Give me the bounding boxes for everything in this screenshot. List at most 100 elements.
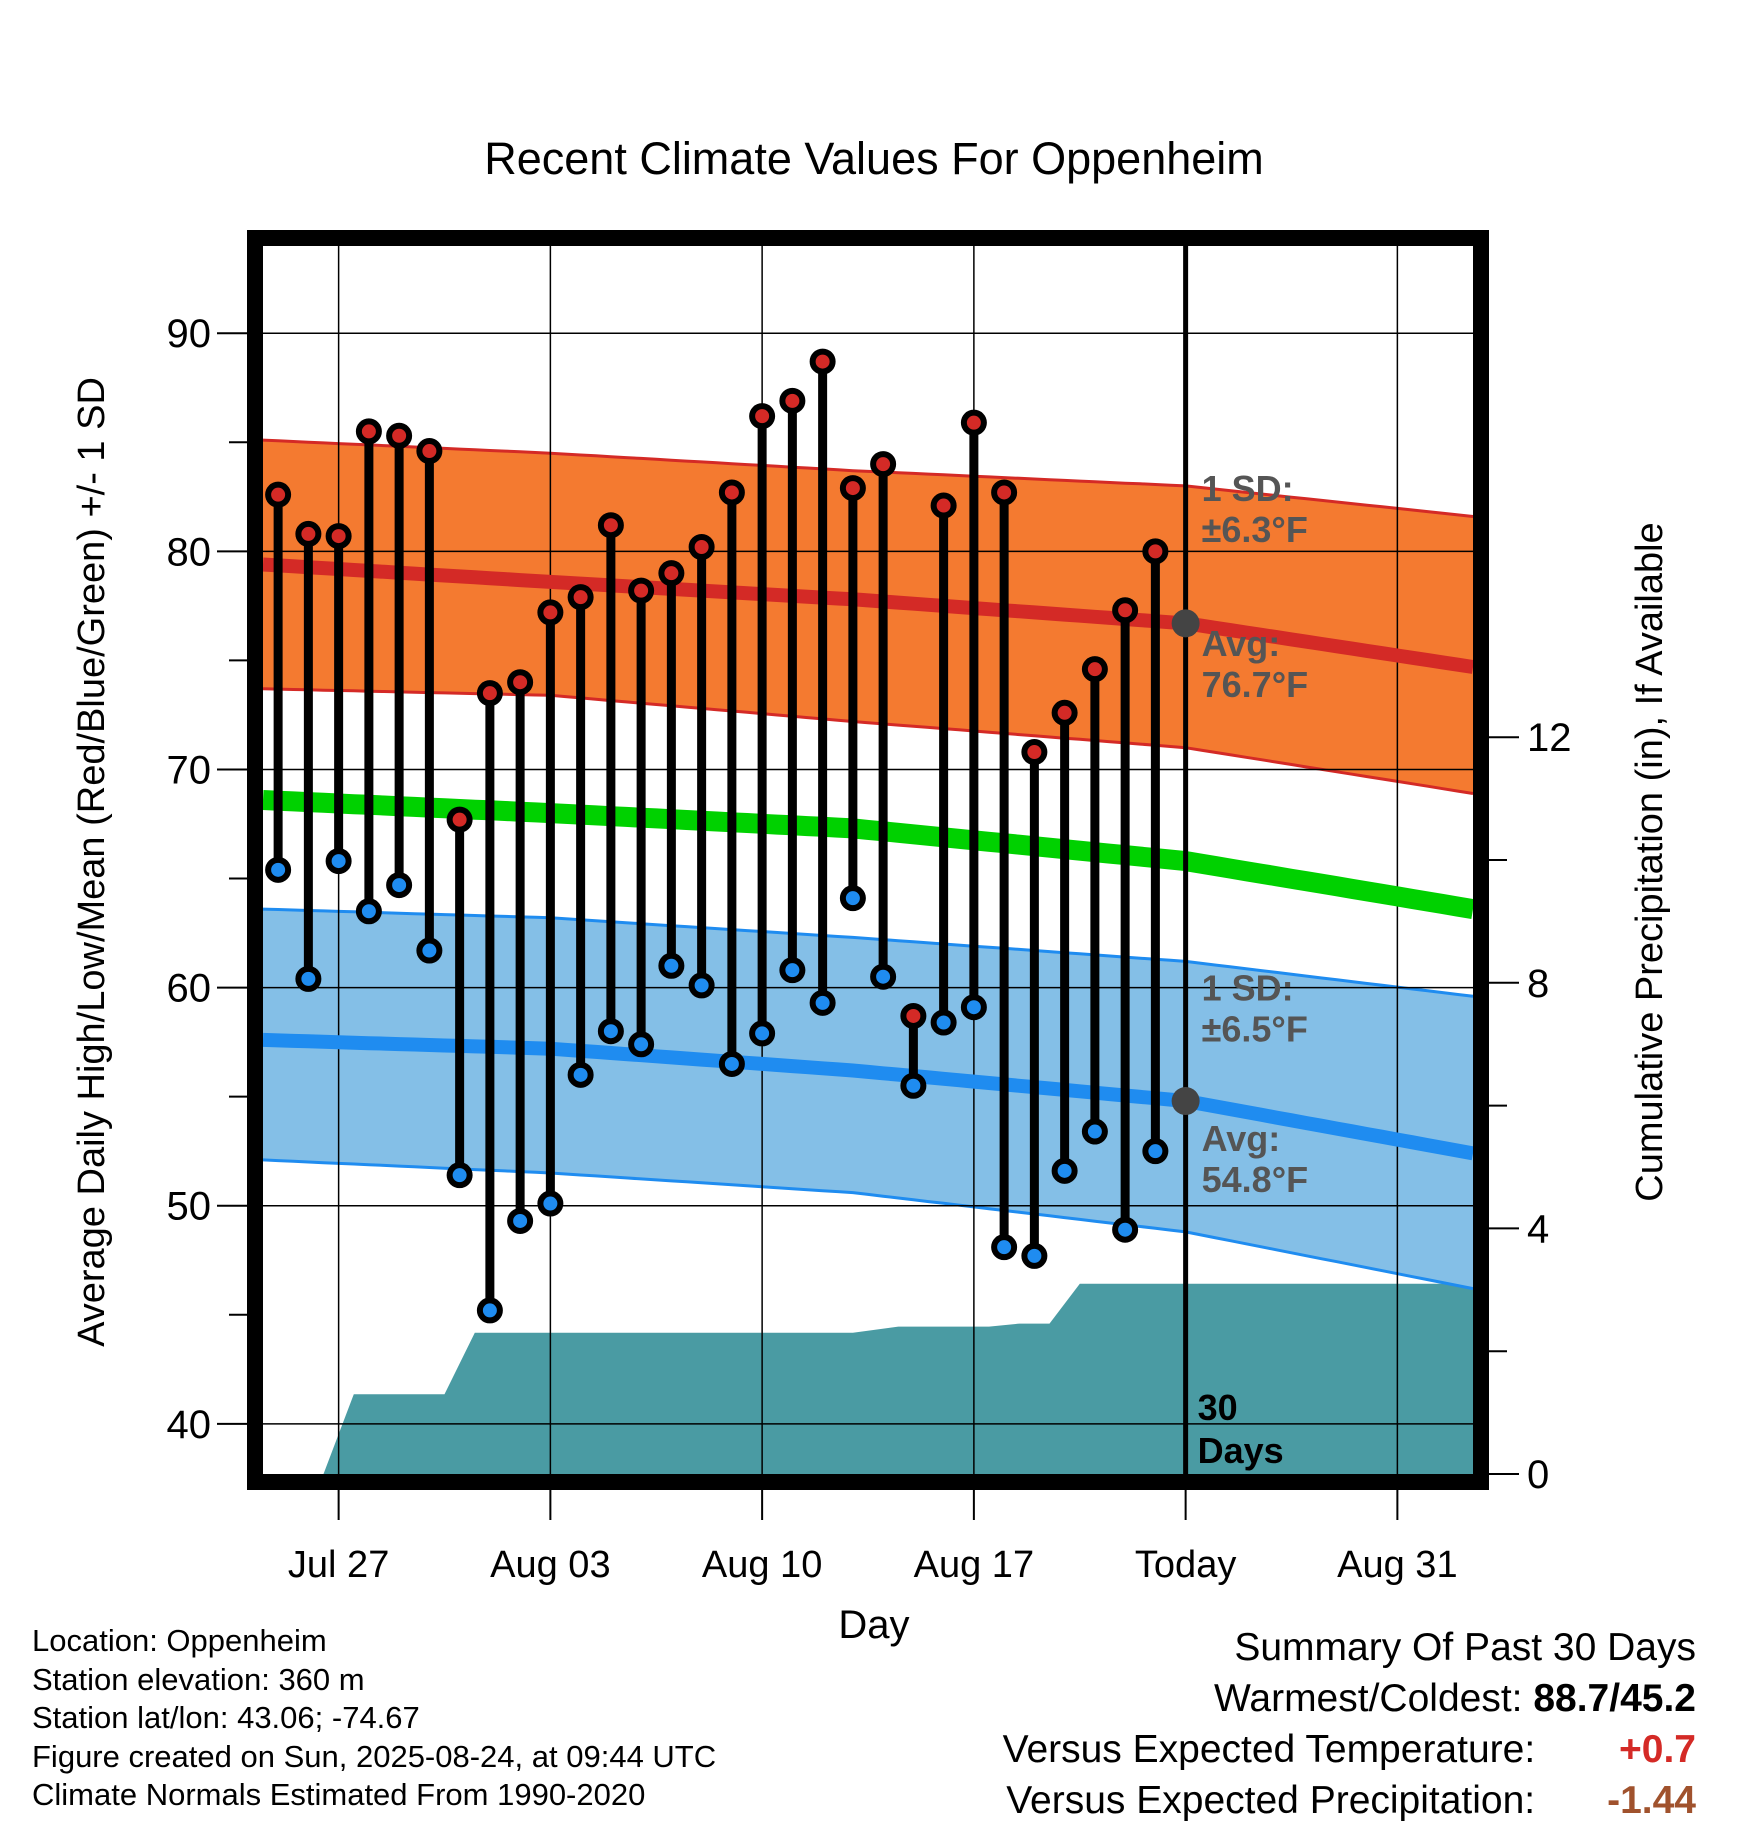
low-marker-17 [749,1020,776,1047]
high-marker-25 [991,479,1018,506]
high-marker-7 [446,806,473,833]
low-marker-3 [325,848,352,875]
low-marker-27 [1051,1157,1078,1184]
high-marker-8 [476,680,503,707]
low-marker-22 [900,1072,927,1099]
high-marker-21 [870,451,897,478]
low-marker-11 [567,1061,594,1088]
high-sd-band [263,440,1473,794]
high-marker-22 [900,1002,927,1029]
today-low-normal-dot [1171,1087,1200,1116]
latlon-text: Station lat/lon: 43.06; -74.67 [32,1700,420,1735]
high-marker-24 [960,409,987,436]
low-marker-23 [930,1009,957,1036]
high-avg-annotation-0: Avg: [1202,623,1281,664]
x-tick-label-4: Today [1135,1544,1236,1586]
low-marker-8 [476,1297,503,1324]
high-marker-4 [355,418,382,445]
low-marker-6 [416,937,443,964]
low-marker-25 [991,1234,1018,1261]
low-avg-annotation-0: Avg: [1202,1118,1281,1159]
high-marker-20 [839,475,866,502]
high-marker-2 [295,520,322,547]
low-normal-line [262,1032,1475,1161]
summary-warm-cold: Warmest/Coldest: 88.7/45.2 [1003,1673,1696,1724]
mean-normal-line [262,790,1475,919]
warm-cold-label: Warmest/Coldest: [1214,1677,1523,1720]
low-marker-5 [386,872,413,899]
low-marker-26 [1021,1242,1048,1269]
low-marker-7 [446,1162,473,1189]
low-marker-15 [688,972,715,999]
summary-title: Summary Of Past 30 Days [1234,1626,1696,1669]
x-tick-label-1: Aug 03 [490,1544,610,1586]
high-marker-11 [567,584,594,611]
high-marker-19 [809,348,836,375]
low-marker-18 [779,957,806,984]
station-info: Location: Oppenheim Station elevation: 3… [32,1622,716,1815]
high-marker-27 [1051,699,1078,726]
high-sd-annotation-1: ±6.3°F [1202,509,1308,550]
high-avg-annotation-1: 76.7°F [1202,664,1308,705]
high-lower-line [262,687,1474,795]
days-label-0: 30 [1198,1387,1238,1428]
precip-label: Versus Expected Precipitation: [1006,1779,1536,1822]
high-marker-28 [1081,656,1108,683]
x-axis-label: Day [838,1603,909,1647]
y2-tick-label-3: 12 [1527,716,1572,760]
x-tick-label-2: Aug 10 [702,1544,822,1586]
y2-axis-label: Cumulative Precipitation (in), If Availa… [1629,522,1671,1201]
low-sd-band [263,909,1473,1289]
low-marker-16 [718,1050,745,1077]
y2-tick-label-2: 8 [1527,962,1549,1006]
location-text: Location: Oppenheim [32,1623,327,1658]
y-tick-label-3: 70 [167,748,212,792]
low-marker-28 [1081,1118,1108,1145]
low-sd-annotation-1: ±6.5°F [1202,1009,1308,1050]
low-marker-30 [1142,1138,1169,1165]
low-marker-9 [507,1207,534,1234]
elevation-text: Station elevation: 360 m [32,1661,365,1697]
summary-precip: Versus Expected Precipitation: -1.44 [1003,1775,1696,1826]
y-axis-label: Average Daily High/Low/Mean (Red/Blue/Gr… [71,377,113,1347]
high-marker-17 [749,403,776,430]
low-marker-20 [839,885,866,912]
low-marker-19 [809,989,836,1016]
high-marker-29 [1112,597,1139,624]
normals-text: Climate Normals Estimated From 1990-2020 [32,1777,646,1812]
low-marker-10 [537,1190,564,1217]
high-marker-3 [325,523,352,550]
high-marker-18 [779,387,806,414]
y-tick-label-4: 80 [167,530,212,574]
high-marker-13 [628,577,655,604]
high-marker-16 [718,479,745,506]
x-tick-label-0: Jul 27 [288,1544,389,1586]
y-tick-label-5: 90 [167,312,212,356]
summary-panel: Summary Of Past 30 Days Warmest/Coldest:… [1003,1622,1696,1826]
chart-title: Recent Climate Values For Oppenheim [484,133,1264,184]
high-normal-line [262,557,1475,674]
low-upper-line [262,907,1474,998]
x-tick-label-5: Aug 31 [1337,1544,1457,1586]
high-marker-9 [507,669,534,696]
high-marker-23 [930,492,957,519]
high-marker-30 [1142,538,1169,565]
low-avg-annotation-1: 54.8°F [1202,1159,1308,1200]
plot-frame [247,230,1489,1490]
high-sd-annotation-0: 1 SD: [1202,468,1294,509]
low-marker-13 [628,1031,655,1058]
x-tick-label-3: Aug 17 [914,1544,1034,1586]
low-marker-4 [355,898,382,925]
y-tick-label-0: 40 [167,1403,212,1447]
high-marker-26 [1021,739,1048,766]
low-marker-14 [658,952,685,979]
today-high-normal-dot [1171,609,1200,638]
days-label-1: Days [1198,1430,1284,1471]
high-marker-1 [265,481,292,508]
low-marker-2 [295,965,322,992]
high-marker-6 [416,438,443,465]
high-marker-14 [658,560,685,587]
warm-cold-value: 88.7/45.2 [1533,1677,1696,1720]
